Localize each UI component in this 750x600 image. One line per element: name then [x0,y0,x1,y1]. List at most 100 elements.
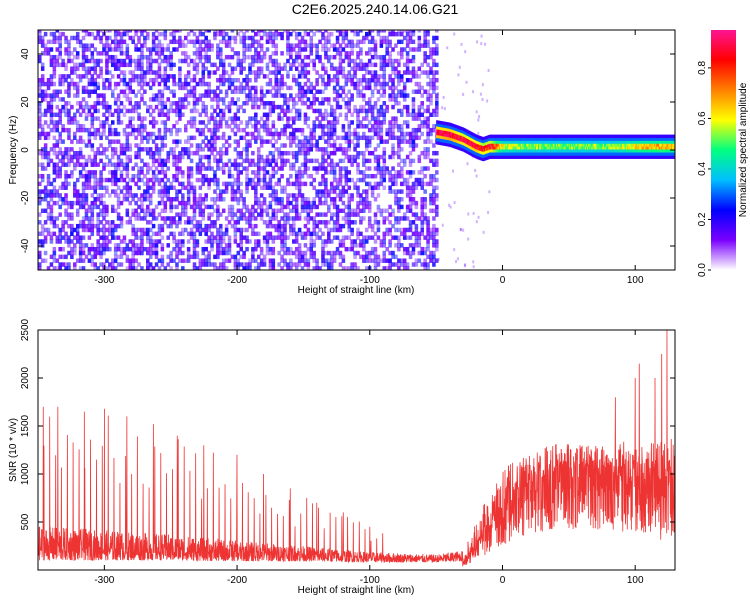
heatmap-cell [441,121,443,125]
heatmap-cell [286,212,290,217]
heatmap-cell [108,231,112,237]
heatmap-cell [210,212,214,217]
heatmap-cell [198,39,203,45]
heatmap-cell [388,212,392,217]
heatmap-cell [192,78,197,83]
heatmap-cell [292,131,296,137]
heatmap-cell [96,197,100,202]
heatmap-cell [251,131,255,137]
heatmap-cell [96,101,100,106]
heatmap-cell [306,104,311,110]
heatmap-cell [283,227,287,233]
heatmap-cell [373,181,378,187]
heatmap-cell [367,204,372,210]
heatmap-cell [327,54,331,60]
heatmap-cell [397,31,401,37]
heatmap-cell [335,193,340,198]
heatmap-cell [105,235,109,240]
heatmap-cell [113,31,118,37]
heatmap-cell [300,254,305,260]
heatmap-cell [400,51,404,56]
heatmap-cell [125,174,130,179]
heatmap-cell [78,124,83,129]
heatmap-cell [400,54,404,60]
heatmap-cell [49,158,54,164]
heatmap-cell [102,227,106,233]
heatmap-cell [379,93,384,98]
heatmap-cell [110,181,115,187]
heatmap-cell [397,58,401,64]
heatmap-cell [294,235,299,240]
heatmap-cell [268,89,273,94]
heatmap-cell [435,30,439,33]
heatmap-cell [318,200,322,206]
heatmap-cell [213,223,217,229]
heatmap-cell [52,143,57,148]
heatmap-cell [143,43,147,48]
heatmap-cell [169,258,173,263]
heatmap-cell [175,254,179,260]
heatmap-cell [297,231,302,237]
heatmap-cell [379,85,384,91]
heatmap-cell [300,39,305,45]
heatmap-cell [423,189,427,194]
heatmap-cell [172,177,176,183]
heatmap-cell [321,177,325,183]
heatmap-cell [219,262,223,267]
heatmap-cell [382,62,387,68]
heatmap-cell [364,181,369,187]
heatmap-cell [327,239,331,244]
heatmap-cell [125,43,130,48]
heatmap-cell [388,43,392,48]
heatmap-cell [367,235,372,240]
heatmap-cell [84,170,89,175]
heatmap-cell [219,154,223,160]
heatmap-cell [303,166,308,171]
heatmap-cell [195,66,200,71]
heatmap-cell [338,66,343,71]
heatmap-cell [312,185,316,190]
heatmap-cell [289,266,293,270]
heatmap-cell [256,54,261,60]
heatmap-cell [160,120,165,125]
heatmap-cell [341,70,346,75]
heatmap-cell [40,81,45,87]
heatmap-cell [294,181,299,187]
heatmap-cell [456,136,458,141]
heatmap-cell [116,62,121,68]
heatmap-cell [394,116,398,121]
heatmap-cell [312,231,316,237]
heatmap-cell [341,208,346,213]
heatmap-cell [52,89,57,94]
heatmap-cell [391,120,395,125]
heatmap-cell [90,162,95,167]
heatmap-cell [131,223,135,229]
heatmap-cell [73,120,77,125]
heatmap-cell [394,243,398,248]
heatmap-cell [321,127,325,133]
heatmap-cell [382,35,387,41]
heatmap-cell [251,104,255,110]
heatmap-cell [394,101,398,106]
heatmap-cell [172,220,176,225]
heatmap-cell [166,158,170,164]
heatmap-cell [242,39,246,45]
heatmap-cell [289,250,293,256]
heatmap-cell [362,189,366,194]
heatmap-cell [172,124,176,129]
heatmap-cell [329,254,334,260]
heatmap-cell [254,193,258,198]
heatmap-cell [423,51,427,56]
heatmap-cell [487,68,490,72]
heatmap-cell [207,116,211,121]
heatmap-cell [271,101,276,106]
heatmap-cell [64,112,68,117]
heatmap-cell [370,47,375,52]
heatmap-cell [297,116,302,121]
heatmap-cell [70,81,74,87]
heatmap-cell [84,74,89,79]
heatmap-cell [248,97,252,102]
heatmap-cell [335,120,340,125]
heatmap-cell [359,193,363,198]
heatmap-cell [442,132,445,137]
